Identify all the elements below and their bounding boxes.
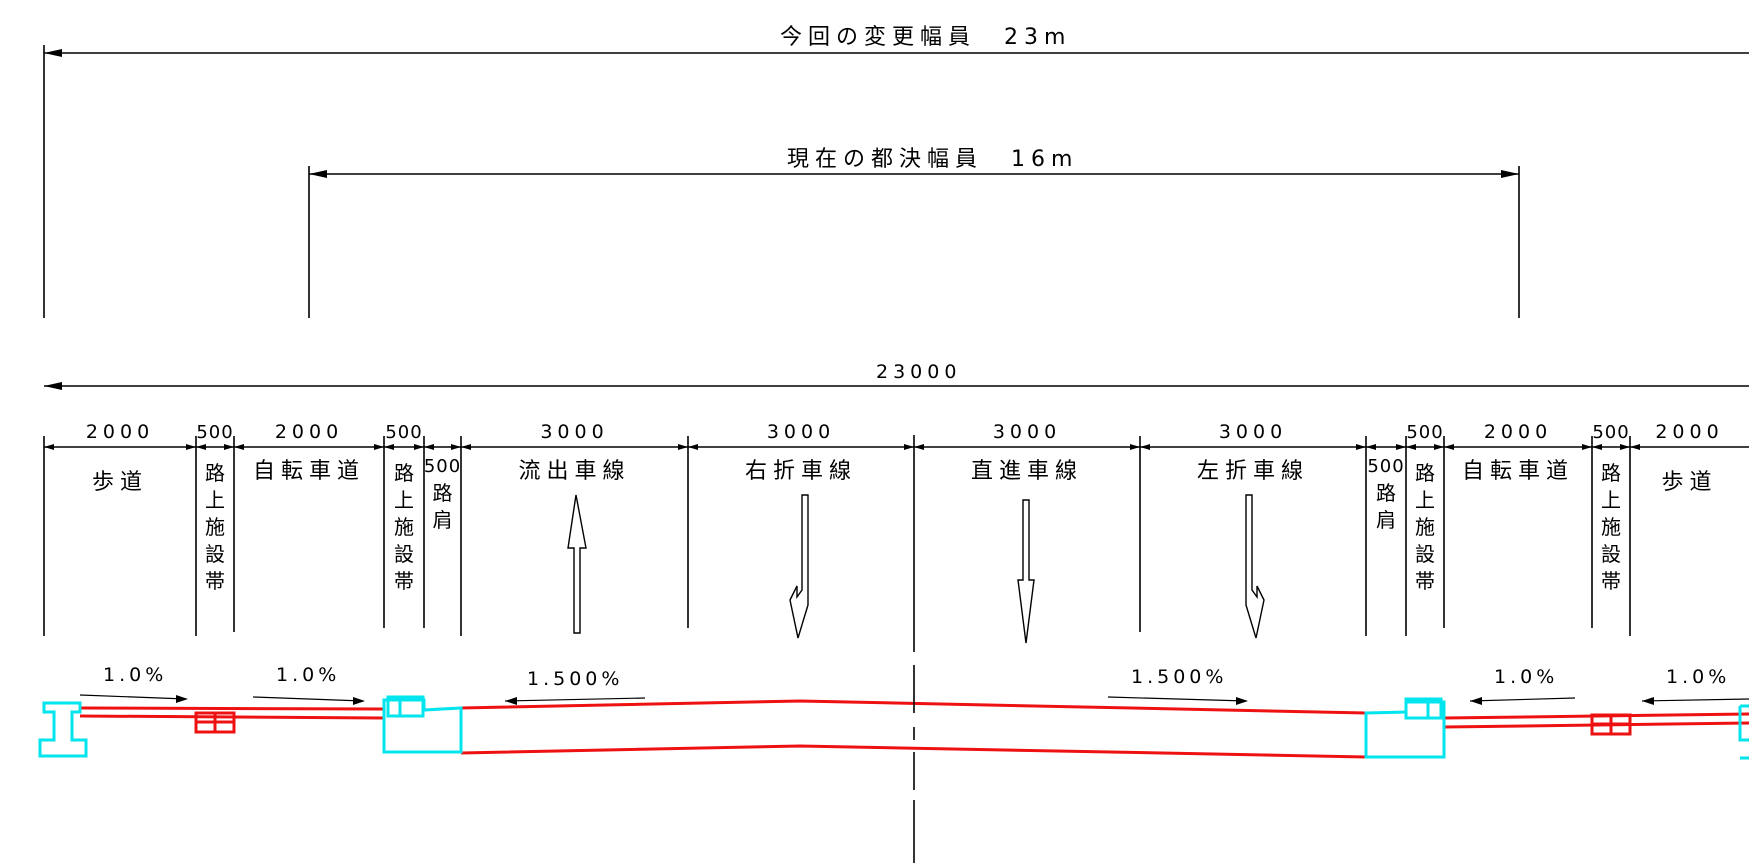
segment-name-vertical: 路上施設帯 (1415, 461, 1435, 593)
slope-bike-left: 1.0% (276, 664, 340, 686)
dimension-arrow (904, 444, 914, 450)
segment-name: 歩道 (1661, 470, 1717, 495)
dimension-arrow (1592, 444, 1602, 450)
dimension-arrow (374, 444, 384, 450)
lane-arrow-straight-down (1017, 499, 1035, 644)
slope-bike-right: 1.0% (1494, 666, 1558, 688)
lane-arrow-left-turn (1245, 494, 1265, 639)
dimension-arrow (186, 444, 196, 450)
dimension-arrow (1630, 444, 1640, 450)
dimension-arrow (1582, 444, 1592, 450)
dimension-arrow (461, 444, 471, 450)
segment-name: 直進車線 (971, 459, 1083, 484)
dimension-arrow (1130, 444, 1140, 450)
segment-name: 流出車線 (518, 459, 630, 484)
dimension-arrow (1356, 444, 1366, 450)
dimension-arrow (44, 444, 54, 450)
segment-name: 自転車道 (1462, 459, 1574, 484)
segment-width-label: 3000 (540, 421, 608, 443)
segment-name: 自転車道 (253, 459, 365, 484)
segment-name-vertical: 路肩 (433, 481, 453, 532)
total-width-label: 23000 (876, 361, 961, 383)
dimension-arrow (678, 444, 688, 450)
dimension-arrow (1366, 444, 1376, 450)
segment-name-vertical: 路肩 (1376, 481, 1396, 532)
pavement-section (79, 699, 1749, 759)
segment-name-vertical: 路上施設帯 (205, 461, 225, 593)
segment-width-label: 3000 (1219, 421, 1287, 443)
current-width-dimension: 現在の都決幅員 16m (308, 147, 1520, 318)
segment-width-label: 2000 (275, 421, 343, 443)
slope-lane-left: 1.500% (527, 668, 623, 690)
change-width-dimension: 今回の変更幅員 23m (43, 25, 1749, 318)
dimension-arrow (234, 444, 244, 450)
segment-width-label: 500 (1592, 422, 1629, 443)
change-width-label: 今回の変更幅員 23m (780, 25, 1071, 50)
segment-width-label: 3000 (993, 421, 1061, 443)
segment-name-vertical: 路上施設帯 (394, 461, 414, 593)
segment-name: 歩道 (92, 470, 148, 495)
segment-width-label: 500 (385, 422, 422, 443)
dimension-arrow (1620, 444, 1630, 450)
dimension-arrow (1396, 444, 1406, 450)
segment-name-vertical: 路上施設帯 (1601, 461, 1621, 593)
dimension-arrow (1434, 444, 1444, 450)
dimension-arrow (424, 444, 434, 450)
segment-width-label: 500 (424, 456, 461, 477)
dimension-arrow (384, 444, 394, 450)
lane-arrow-straight-up (567, 494, 587, 634)
segment-width-label: 500 (1406, 422, 1443, 443)
curb-structures (38, 695, 1749, 760)
segment-width-label: 2000 (1484, 421, 1552, 443)
total-width-dimension: 23000 (44, 361, 1749, 390)
segment-width-label: 2000 (86, 421, 154, 443)
dimension-arrow (451, 444, 461, 450)
current-width-label: 現在の都決幅員 16m (787, 147, 1078, 172)
dimension-arrow (224, 444, 234, 450)
segment-width-label: 500 (196, 422, 233, 443)
dimension-arrow (414, 444, 424, 450)
dimension-arrow (1406, 444, 1416, 450)
segment-width-label: 2000 (1655, 421, 1723, 443)
lane-arrow-right-turn (789, 494, 809, 639)
dimension-arrow (914, 444, 924, 450)
segment-name: 右折車線 (745, 459, 857, 484)
slope-sidewalk-right: 1.0% (1666, 666, 1730, 688)
segment-group: 2000 歩道 500 路上施設帯 2000 自転車道 500 路上施設帯 500 路肩 3000 流… (43, 421, 1723, 636)
segment-name: 左折車線 (1197, 459, 1309, 484)
dimension-arrow (1140, 444, 1150, 450)
segment-width-label: 3000 (767, 421, 835, 443)
slope-indicators: 1.0% 1.0% 1.500% 1.500% 1.0% 1.0% (79, 664, 1749, 705)
dimension-arrow (1444, 444, 1454, 450)
segment-width-label: 500 (1367, 456, 1404, 477)
dimension-arrow (196, 444, 206, 450)
dimension-arrow (688, 444, 698, 450)
slope-lane-right: 1.500% (1131, 666, 1227, 688)
slope-sidewalk-left: 1.0% (103, 664, 167, 686)
